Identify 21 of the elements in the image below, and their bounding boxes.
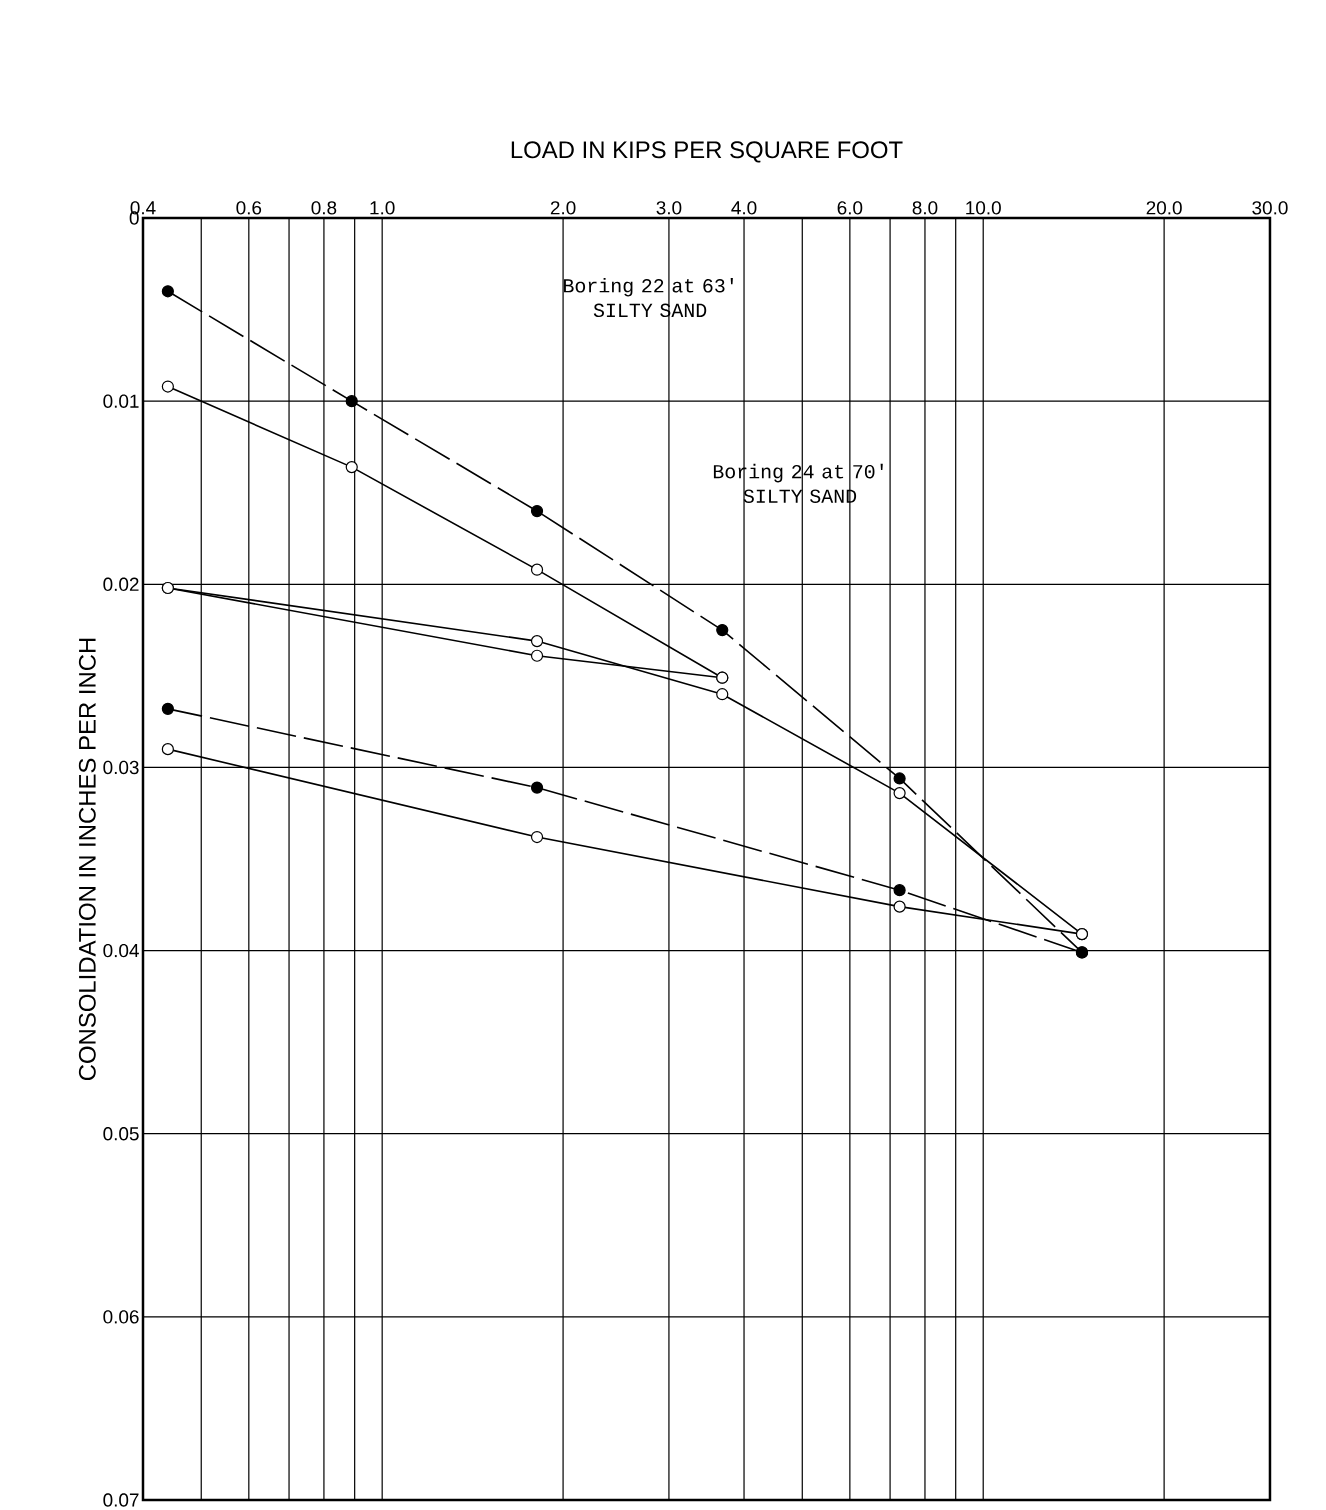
y-tick-label: 0.04 [103,943,139,958]
x-tick-label: 1.0 [370,201,395,215]
y-tick-label: 0.06 [103,1310,139,1324]
x-tick-label: 4.0 [731,201,757,215]
y-tick-label: 0.07 [103,1493,139,1507]
y-axis-title: CONSOLIDATION IN INCHES PER INCH [78,638,96,1081]
x-tick-label: 0.8 [311,201,337,215]
y-tick-label: 0.02 [103,577,139,592]
y-tick-label: 0.05 [103,1127,139,1141]
y-tick-label: 0.01 [103,394,139,408]
x-axis-title: LOAD IN KIPS PER SQUARE FOOT [511,141,903,163]
x-tick-label: 20.0 [1146,201,1182,215]
annotation: Boring 22 at 63' [564,277,733,297]
x-tick-label: 10.0 [966,201,1001,215]
x-tick-label: 8.0 [912,201,938,215]
x-tick-label: 3.0 [656,201,682,215]
y-tick-label: 0.03 [103,760,139,775]
x-tick-label: 6.0 [837,201,863,215]
x-tick-label: 30.0 [1252,201,1288,215]
x-tick-label: 0.6 [236,201,262,215]
x-tick-label: 2.0 [550,201,576,215]
